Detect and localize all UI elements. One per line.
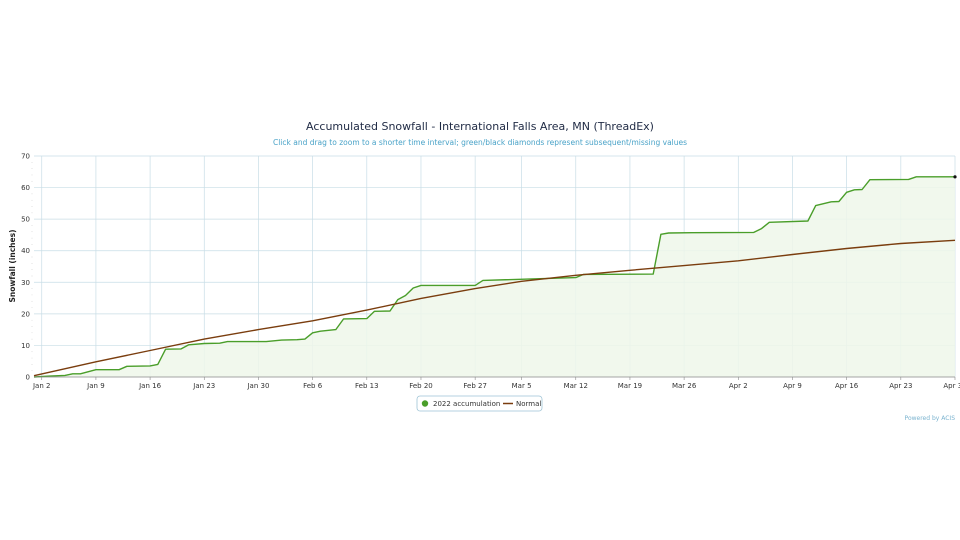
x-tick-label: Apr 9 [783, 382, 802, 390]
y-minor-tick [31, 319, 33, 321]
y-minor-tick [31, 351, 33, 353]
x-tick-label: Jan 9 [86, 382, 104, 390]
y-minor-tick [31, 262, 33, 264]
y-minor-tick [31, 168, 33, 169]
end-marker[interactable] [953, 175, 957, 179]
y-minor-tick [31, 307, 33, 308]
legend[interactable]: 2022 accumulation Normal [416, 395, 543, 412]
x-tick-label: Jan 2 [32, 382, 50, 390]
y-axis-label: Snowfall (inches) [8, 229, 17, 302]
y-tick-label: 30 [21, 279, 30, 287]
x-tick-labels: Jan 2 Jan 9 Jan 16 Jan 23 Jan 30 Feb 6 Feb 13 F… [32, 382, 960, 390]
y-minor-tick [31, 193, 33, 195]
y-tick-label: 40 [21, 247, 30, 255]
x-tick-label: Feb 27 [463, 382, 487, 390]
legend-label-2022: 2022 accumulation [433, 400, 500, 408]
chart-subtitle: Click and drag to zoom to a shorter time… [273, 138, 687, 147]
x-tick-label: Apr 16 [835, 382, 859, 390]
x-tick-label: Mar 5 [512, 382, 532, 390]
x-tick-label: Jan 30 [246, 382, 269, 390]
legend-marker-2022 [421, 400, 429, 407]
x-tick-label: Feb 6 [303, 382, 323, 390]
y-minor-tick [31, 338, 33, 340]
y-minor-tick [31, 231, 33, 233]
y-minor-tick [31, 364, 33, 365]
y-minor-tick [31, 357, 33, 359]
accumulation-area [34, 176, 955, 377]
legend-item-normal[interactable]: Normal [503, 400, 541, 408]
powered-by-credit[interactable]: Powered by ACIS [905, 415, 956, 422]
y-minor-tick [31, 294, 33, 296]
legend-box [416, 395, 543, 412]
x-tick-label: Mar 19 [618, 382, 642, 390]
y-minor-tick [31, 275, 33, 277]
y-tick-label: 60 [21, 184, 30, 192]
x-tick-label: Mar 12 [564, 382, 588, 390]
legend-label-normal: Normal [516, 400, 541, 408]
y-minor-tick [31, 212, 33, 214]
y-minor-tick [31, 161, 33, 163]
y-minor-tick [31, 237, 33, 239]
y-minor-tick [31, 206, 33, 207]
x-tick-label: Feb 13 [355, 382, 379, 390]
y-tick-labels: 0 10 20 30 40 50 60 70 [21, 153, 33, 382]
y-minor-tick [31, 332, 33, 334]
x-tick-label: Jan 23 [192, 382, 215, 390]
y-minor-tick [31, 225, 33, 226]
y-tick-label: 50 [21, 216, 30, 224]
y-tick-label: 70 [21, 153, 30, 161]
y-minor-tick [31, 244, 33, 245]
x-tick-label: Feb 20 [409, 382, 433, 390]
y-minor-tick [31, 180, 33, 182]
y-minor-tick [31, 288, 33, 289]
series-line-normal[interactable] [33, 239, 956, 377]
y-tick-label: 10 [21, 342, 30, 350]
y-minor-tick [31, 174, 33, 176]
series-area-0 [34, 176, 955, 377]
x-tick-label: Jan 16 [138, 382, 161, 390]
y-tick-label: 0 [26, 374, 30, 382]
y-minor-tick [31, 326, 33, 327]
x-tick-label: Mar 26 [672, 382, 697, 390]
chart-title: Accumulated Snowfall - International Fal… [306, 120, 654, 133]
series-line-2022-accumulation[interactable] [33, 176, 955, 378]
series-lines [33, 175, 957, 378]
y-minor-tick [31, 269, 33, 271]
x-tick-label: Apr 30 [943, 382, 960, 390]
x-tick-label: Apr 2 [729, 382, 748, 390]
y-minor-tick [31, 370, 33, 372]
y-minor-tick [31, 199, 33, 201]
y-minor-tick [31, 300, 33, 302]
y-minor-tick [31, 256, 33, 258]
legend-item-2022-accumulation[interactable]: 2022 accumulation [421, 400, 501, 408]
y-tick-label: 20 [21, 310, 30, 318]
x-tick-label: Apr 23 [889, 382, 912, 390]
